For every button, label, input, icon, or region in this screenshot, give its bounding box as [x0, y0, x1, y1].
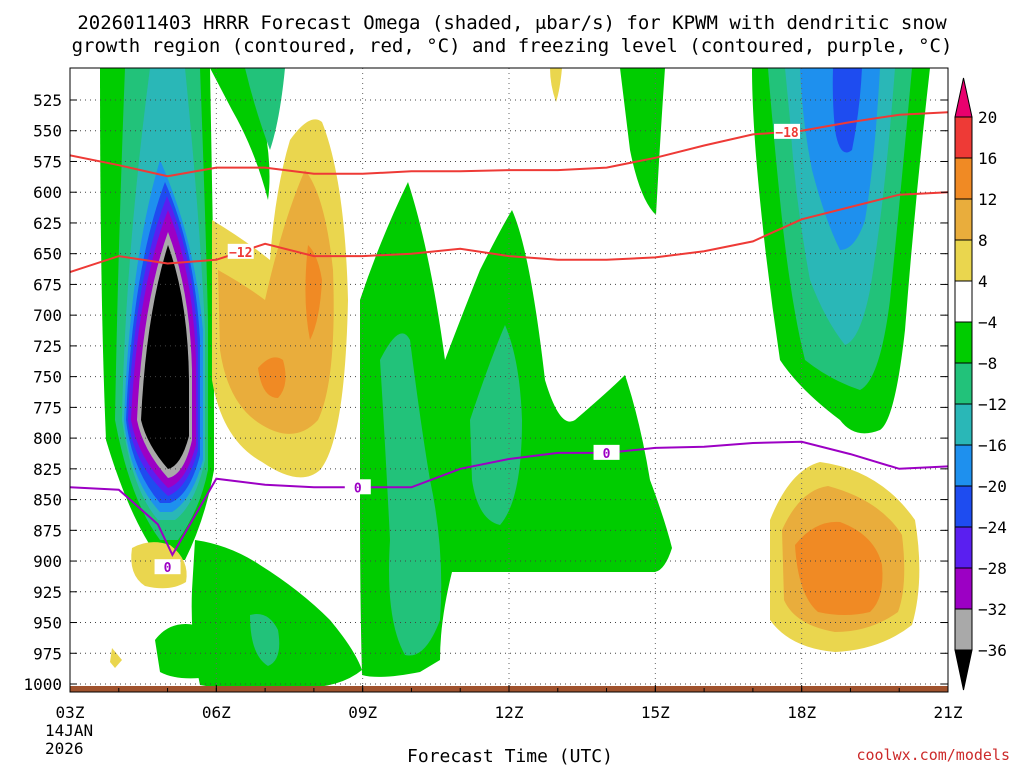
y-tick-label: 650 [33, 245, 62, 264]
contour-line-series-2 [70, 440, 948, 558]
colorbar-label: −20 [978, 477, 1007, 496]
omega-fill-green [155, 624, 202, 679]
chart-title-line-1: 2026011403 HRRR Forecast Omega (shaded, … [77, 12, 947, 34]
colorbar-cell [954, 321, 973, 364]
colorbar-label: 4 [978, 272, 988, 291]
omega-fill-green [620, 68, 665, 215]
y-tick-label: 900 [33, 552, 62, 571]
x-tick-label: 03Z [56, 703, 85, 722]
y-tick-label: 800 [33, 429, 62, 448]
y-tick-label: 525 [33, 91, 62, 110]
y-tick-label: 850 [33, 491, 62, 510]
colorbar-cell [954, 649, 973, 691]
colorbar-label: −28 [978, 559, 1007, 578]
colorbar-label: −16 [978, 436, 1007, 455]
y-axis: 525 550 575 600 625 650 675 700 725 750 775 800 825 8… [23, 91, 948, 694]
omega-fill-green [191, 540, 362, 690]
contour-label-backdrop [344, 479, 371, 495]
y-tick-label: 975 [33, 644, 62, 663]
y-tick-label: 600 [33, 183, 62, 202]
colorbar-cell [954, 116, 973, 159]
contour-line-series-0 [70, 111, 948, 178]
colorbar-label: 12 [978, 190, 997, 209]
omega-fill-black [141, 245, 189, 469]
colorbar-label: −32 [978, 600, 1007, 619]
omega-fill-orange [258, 357, 286, 398]
y-tick-label: 700 [33, 306, 62, 325]
y-tick-label: 725 [33, 337, 62, 356]
omega-fill-yellow [110, 648, 122, 668]
omega-fill-teal [250, 614, 280, 666]
x-tick-label: 15Z [641, 703, 670, 722]
grid [70, 68, 948, 692]
omega-fill-teal [470, 325, 522, 525]
x-tick-label: 09Z [348, 703, 377, 722]
colorbar-cell [954, 608, 973, 651]
y-tick-label: 675 [33, 275, 62, 294]
x-axis-title: Forecast Time (UTC) [407, 746, 613, 767]
x-tick-label: 12Z [495, 703, 524, 722]
y-tick-label: 575 [33, 152, 62, 171]
omega-shading [70, 68, 948, 692]
contour-label-backdrop [774, 123, 801, 139]
omega-fill-teal [245, 68, 285, 150]
colorbar-label: −12 [978, 395, 1007, 414]
colorbar-label: 16 [978, 149, 997, 168]
y-tick-label: 625 [33, 214, 62, 233]
y-tick-label: 825 [33, 460, 62, 479]
colorbar-label: −36 [978, 641, 1007, 660]
x-axis: 03Z 06Z 09Z 12Z 15Z 18Z 21Z [56, 685, 963, 722]
colorbar-cell [954, 526, 973, 569]
y-tick-label: 1000 [23, 675, 62, 694]
contour-label-backdrop [593, 444, 620, 460]
omega-fill-teal [380, 333, 442, 656]
x-tick-label: 06Z [202, 703, 231, 722]
colorbar-cell [954, 444, 973, 487]
chart-title-line-2: growth region (contoured, red, °C) and f… [72, 35, 953, 57]
y-tick-label: 875 [33, 521, 62, 540]
colorbar-cell [954, 157, 973, 200]
y-tick-label: 925 [33, 583, 62, 602]
contour-label: −18 [775, 126, 799, 141]
x-tick-label: 18Z [787, 703, 816, 722]
colorbar-label: −24 [978, 518, 1007, 537]
contour-label: 0 [164, 561, 172, 576]
colorbar-cell [954, 280, 973, 323]
y-tick-label: 550 [33, 122, 62, 141]
contour-label-backdrop [154, 559, 181, 575]
colorbar: 20 16 12 8 4 −4 −8 −12 −16 −20 −24 −28 −32 −36 [954, 77, 1007, 691]
x-tick-label: 21Z [934, 703, 963, 722]
colorbar-cell [954, 485, 973, 528]
credit-link[interactable]: coolwx.com/models [856, 746, 1010, 764]
start-date-line-1: 14JAN [45, 721, 93, 740]
omega-fill-yellow [550, 68, 562, 102]
plot-area: −18 −12 0 0 0 [70, 68, 948, 692]
contour-label-backdrop [227, 243, 254, 259]
omega-fill-dark-blue [832, 68, 862, 153]
start-date-line-2: 2026 [45, 739, 84, 758]
contour-lines: −18 −12 0 0 0 [70, 111, 948, 576]
contour-label: −12 [229, 246, 252, 261]
colorbar-label: −4 [978, 313, 997, 332]
omega-fill-gold [218, 170, 334, 434]
colorbar-label: −8 [978, 354, 997, 373]
contour-label: 0 [603, 447, 611, 462]
y-tick-label: 950 [33, 614, 62, 633]
colorbar-cell [954, 239, 973, 282]
colorbar-cell [954, 198, 973, 241]
y-tick-label: 775 [33, 398, 62, 417]
colorbar-cell [954, 403, 973, 446]
colorbar-cell [954, 567, 973, 610]
contour-line-series-1 [70, 191, 948, 274]
y-tick-label: 750 [33, 368, 62, 387]
colorbar-cell [954, 362, 973, 405]
omega-fill-orange [305, 245, 322, 340]
colorbar-cell [954, 77, 973, 118]
colorbar-label: 20 [978, 108, 997, 127]
contour-label: 0 [354, 481, 362, 496]
colorbar-label: 8 [978, 231, 988, 250]
